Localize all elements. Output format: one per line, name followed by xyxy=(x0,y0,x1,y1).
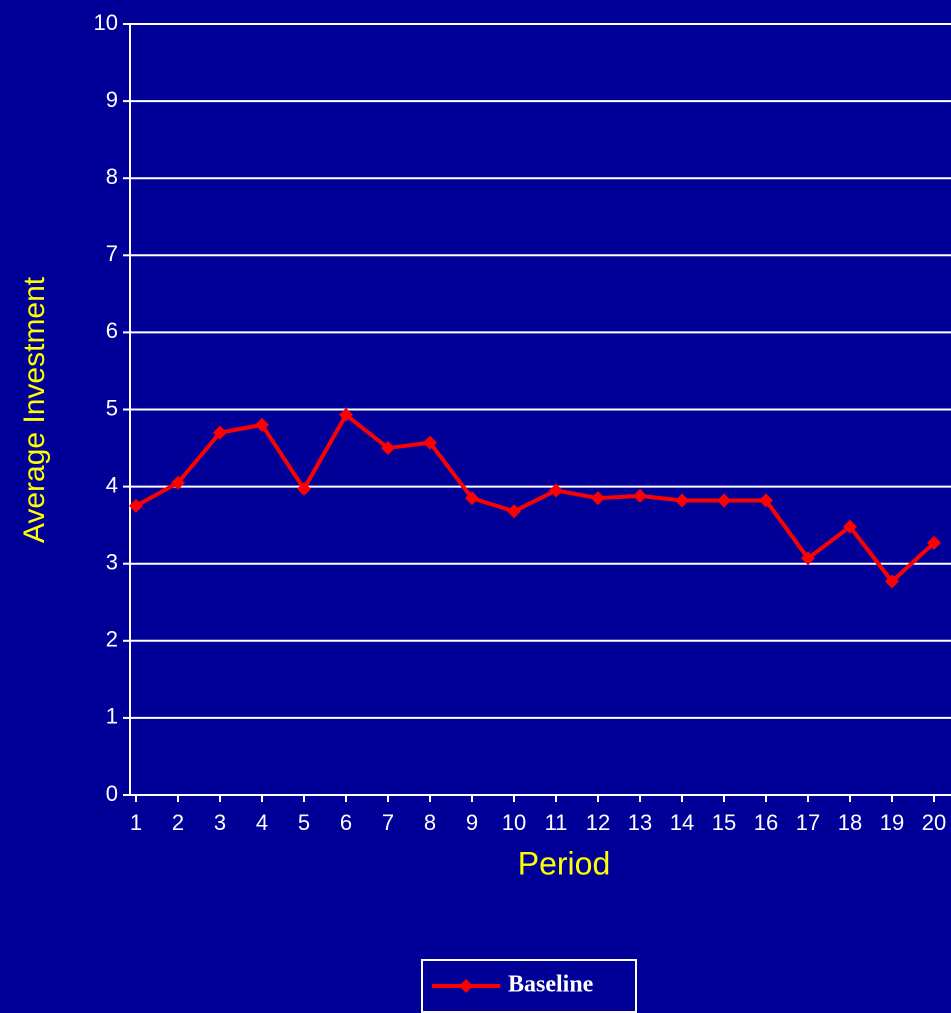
data-point xyxy=(927,535,941,550)
x-tick-label: 12 xyxy=(586,810,610,835)
data-point xyxy=(339,407,353,422)
x-tick-label: 8 xyxy=(424,810,436,835)
data-point xyxy=(213,425,227,440)
x-tick-label: 16 xyxy=(754,810,778,835)
data-point xyxy=(801,551,815,566)
x-tick-label: 3 xyxy=(214,810,226,835)
y-tick-label: 4 xyxy=(106,472,118,497)
data-point xyxy=(507,504,521,519)
data-point xyxy=(885,574,899,589)
data-point xyxy=(423,435,437,450)
y-tick-label: 2 xyxy=(106,627,118,652)
data-point xyxy=(591,491,605,506)
x-tick-label: 9 xyxy=(466,810,478,835)
x-tick-label: 13 xyxy=(628,810,652,835)
y-tick-label: 1 xyxy=(106,704,118,729)
data-point xyxy=(297,481,311,496)
x-tick-label: 17 xyxy=(796,810,820,835)
data-point xyxy=(675,493,689,508)
x-tick-label: 6 xyxy=(340,810,352,835)
x-tick-label: 19 xyxy=(880,810,904,835)
data-point xyxy=(717,493,731,508)
legend-box xyxy=(421,959,637,1013)
data-point xyxy=(465,491,479,506)
x-tick-label: 4 xyxy=(256,810,268,835)
x-tick-label: 1 xyxy=(130,810,142,835)
x-tick-label: 11 xyxy=(545,810,568,835)
legend: Baseline xyxy=(421,959,637,1013)
y-tick-label: 10 xyxy=(94,10,118,35)
data-point xyxy=(843,519,857,534)
x-tick-label: 14 xyxy=(670,810,694,835)
y-tick-label: 8 xyxy=(106,164,118,189)
data-point xyxy=(759,493,773,508)
x-tick-label: 18 xyxy=(838,810,862,835)
data-point xyxy=(171,475,185,490)
y-tick-label: 7 xyxy=(106,241,118,266)
data-point xyxy=(549,483,563,498)
legend-marker xyxy=(459,979,473,993)
x-tick-label: 2 xyxy=(172,810,184,835)
y-tick-label: 3 xyxy=(106,550,118,575)
data-point xyxy=(129,498,143,513)
y-axis-label: Average Investment xyxy=(18,276,51,543)
y-tick-label: 5 xyxy=(106,395,118,420)
data-point xyxy=(633,488,647,503)
legend-label: Baseline xyxy=(508,972,594,998)
y-tick-label: 9 xyxy=(106,87,118,112)
x-tick-label: 15 xyxy=(712,810,736,835)
y-tick-label: 6 xyxy=(106,318,118,343)
data-point xyxy=(255,417,269,432)
series-line xyxy=(135,412,936,584)
data-point xyxy=(381,441,395,456)
x-tick-label: 10 xyxy=(502,810,526,835)
x-axis-label: Period xyxy=(518,845,611,881)
x-tick-label: 5 xyxy=(298,810,310,835)
x-tick-label: 20 xyxy=(922,810,946,835)
y-tick-label: 0 xyxy=(106,781,118,806)
x-tick-label: 7 xyxy=(382,810,394,835)
